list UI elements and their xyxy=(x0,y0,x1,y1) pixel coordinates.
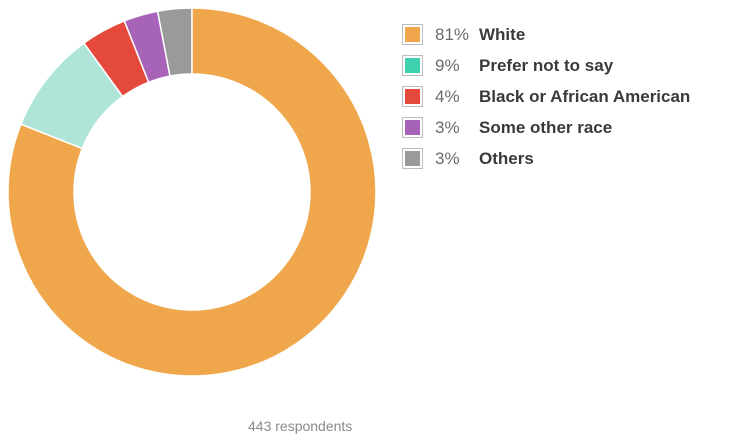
legend-percent-prefer-not-to-say: 9% xyxy=(435,55,460,75)
legend-item-others[interactable]: 3% Others xyxy=(402,143,690,174)
legend-swatch-white xyxy=(402,24,423,45)
legend-swatch-black-or-african-american xyxy=(402,86,423,107)
legend-label-white: White xyxy=(479,24,526,44)
legend-percent-black-or-african-american: 4% xyxy=(435,86,460,106)
legend-label-others: Others xyxy=(479,148,534,168)
legend-percent-white: 81% xyxy=(435,24,470,44)
legend-item-black-or-african-american[interactable]: 4% Black or African American xyxy=(402,81,690,112)
legend-swatch-others xyxy=(402,148,423,169)
legend-percent-others: 3% xyxy=(435,148,460,168)
legend-item-prefer-not-to-say[interactable]: 9% Prefer not to say xyxy=(402,50,690,81)
donut-slice-white[interactable] xyxy=(7,7,377,377)
legend-label-some-other-race: Some other race xyxy=(479,117,613,137)
legend-percent-some-other-race: 3% xyxy=(435,117,460,137)
legend-label-prefer-not-to-say: Prefer not to say xyxy=(479,55,614,75)
legend-label-black-or-african-american: Black or African American xyxy=(479,86,691,106)
respondent-count: 443 respondents xyxy=(248,418,353,434)
chart-legend: 81% White 9% Prefer not to say 4% Black … xyxy=(402,19,690,174)
legend-swatch-some-other-race xyxy=(402,117,423,138)
legend-item-some-other-race[interactable]: 3% Some other race xyxy=(402,112,690,143)
legend-swatch-prefer-not-to-say xyxy=(402,55,423,76)
legend-item-white[interactable]: 81% White xyxy=(402,19,690,50)
